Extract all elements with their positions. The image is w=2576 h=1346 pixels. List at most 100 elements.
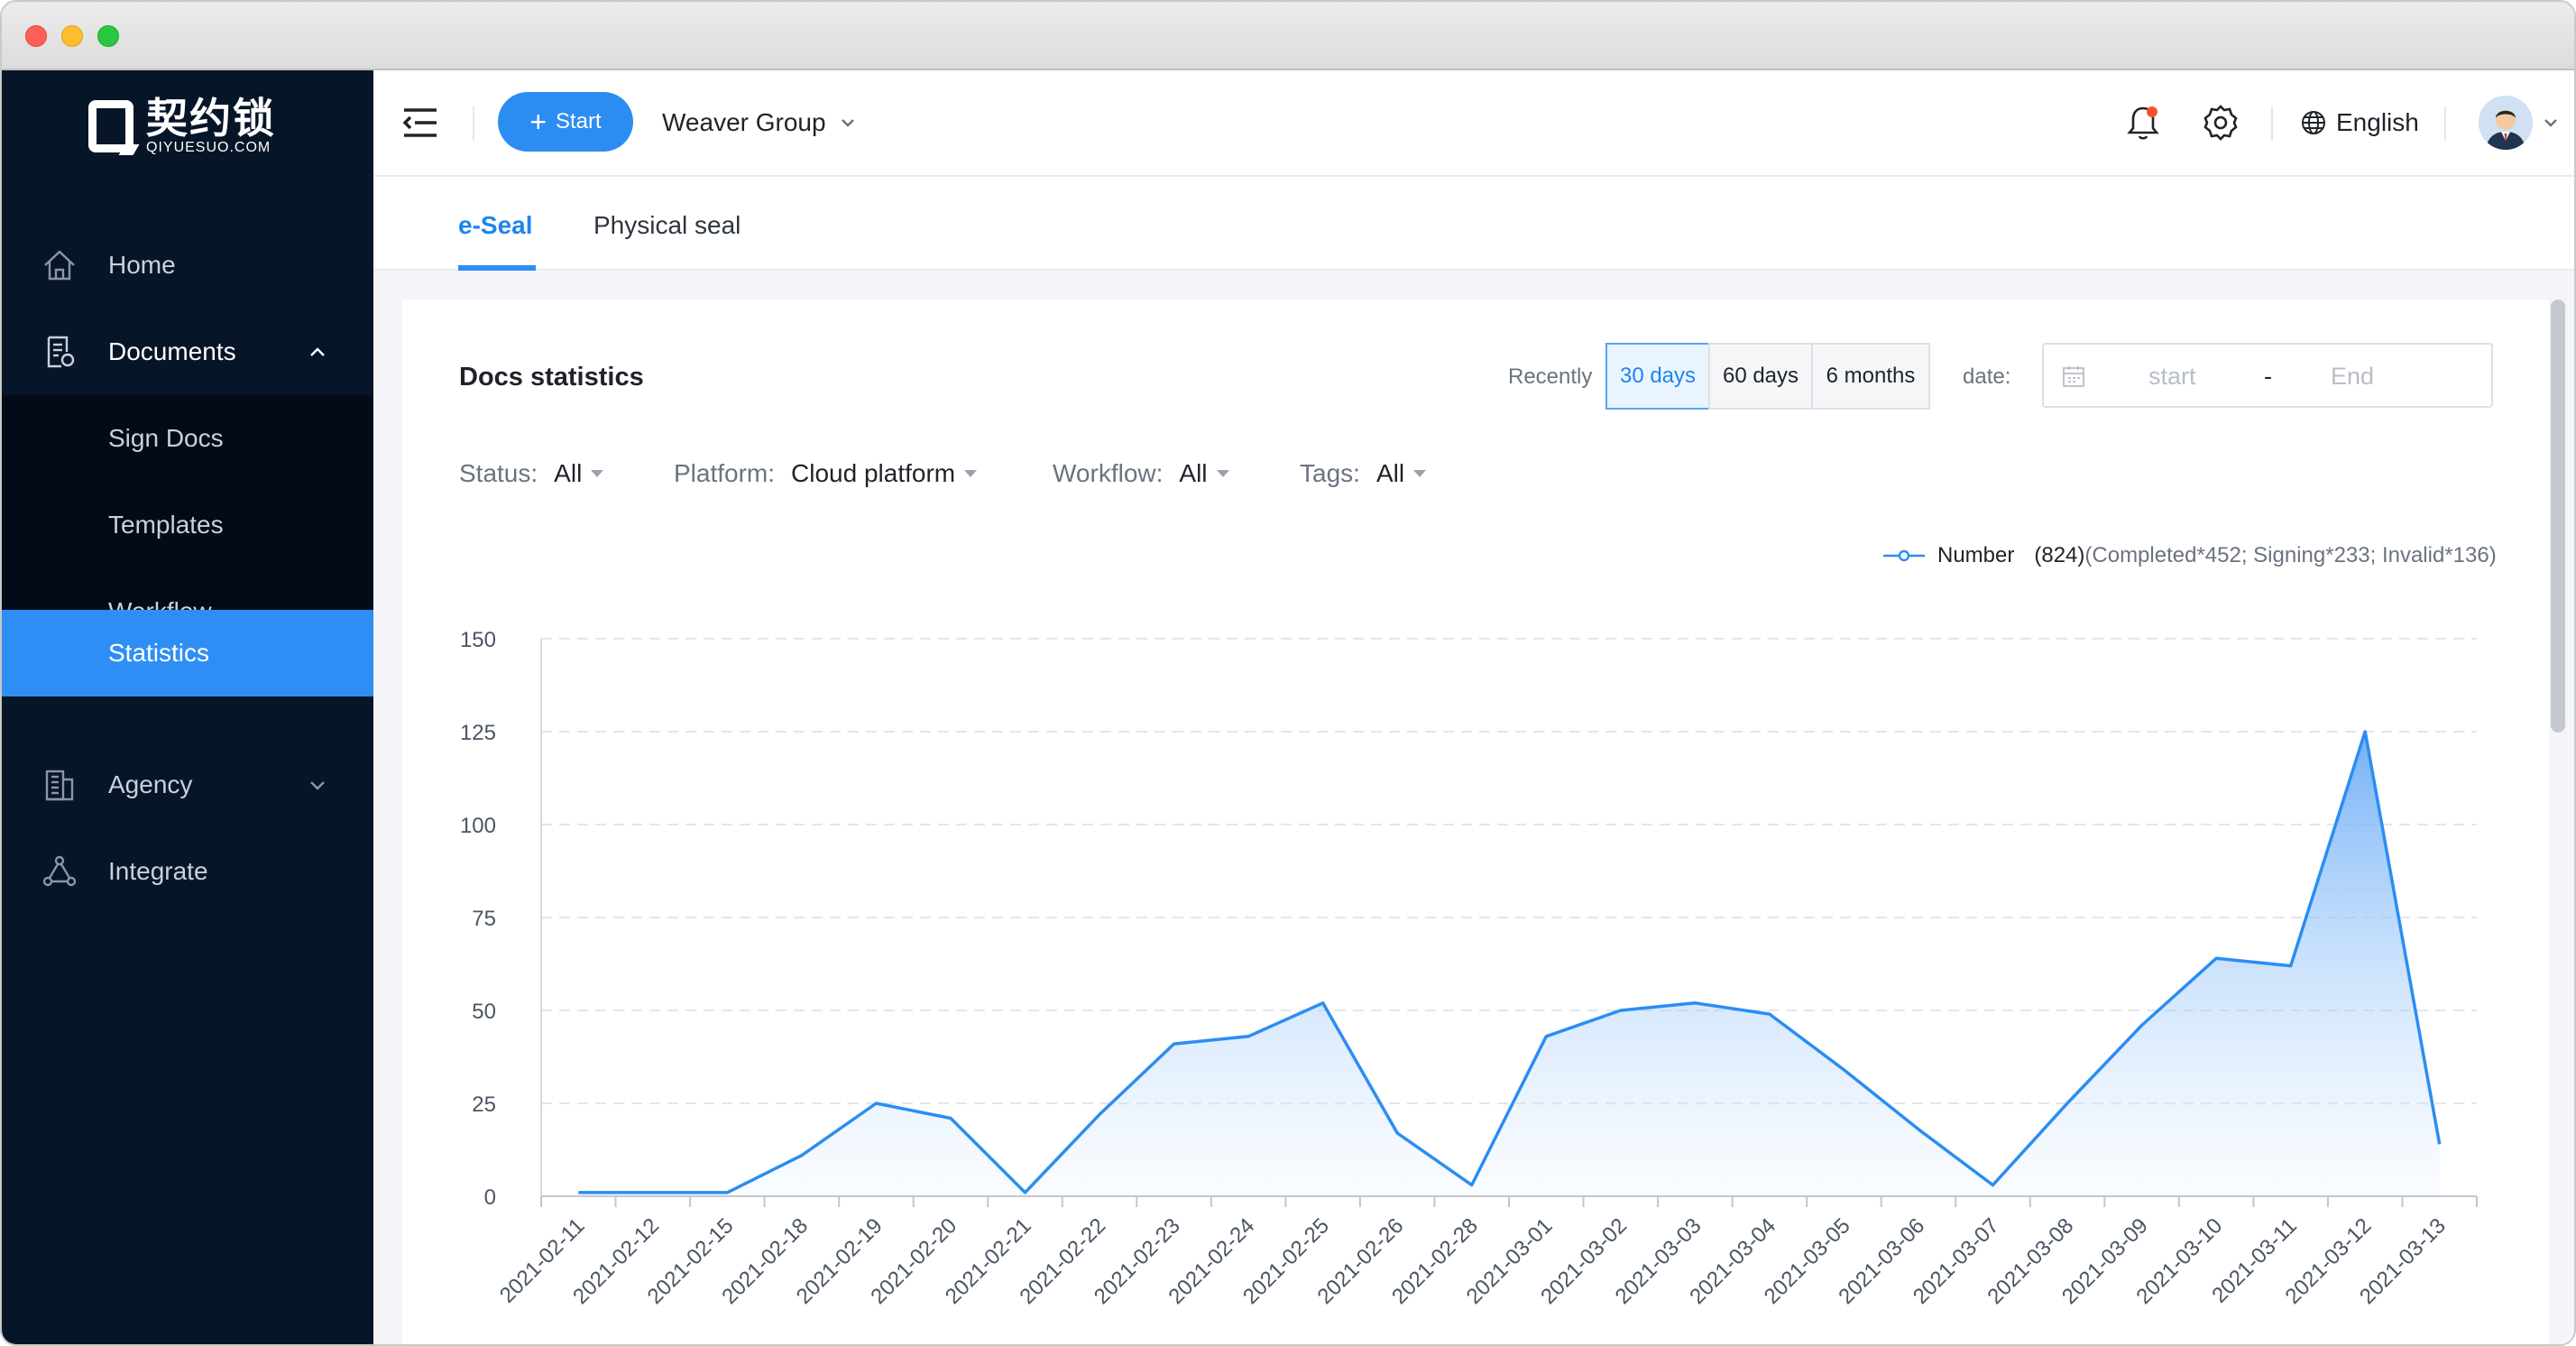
y-tick-label: 125 xyxy=(460,721,496,745)
home-icon xyxy=(44,250,75,281)
card-title: Docs statistics xyxy=(459,363,644,392)
sidebar-item-label: Documents xyxy=(108,337,236,365)
data-point[interactable] xyxy=(1469,1183,1475,1188)
group-select[interactable]: Weaver Group xyxy=(662,103,857,143)
filter-label: Status: xyxy=(459,459,538,487)
y-tick-label: 150 xyxy=(460,628,496,652)
data-point[interactable] xyxy=(1097,1111,1102,1117)
tab-bar: e-Seal Physical seal xyxy=(373,177,2574,271)
globe-icon xyxy=(2302,111,2325,134)
date-end-input[interactable]: End xyxy=(2331,363,2375,390)
data-point[interactable] xyxy=(650,1190,656,1195)
language-select[interactable]: English xyxy=(2300,103,2419,143)
topbar: + Start Weaver Group English xyxy=(373,70,2574,177)
data-point[interactable] xyxy=(724,1190,730,1195)
data-point[interactable] xyxy=(1543,1034,1549,1039)
window-zoom-button[interactable] xyxy=(97,25,119,47)
logo[interactable]: 契约锁 QIYUESUO.COM xyxy=(88,94,276,159)
scrollbar[interactable] xyxy=(2551,300,2565,733)
filter-platform[interactable]: Platform: Cloud platform xyxy=(674,457,978,490)
calendar-icon xyxy=(2063,366,2084,387)
data-point[interactable] xyxy=(2065,1101,2070,1106)
series-area-fill xyxy=(578,732,2440,1196)
filter-value: Cloud platform xyxy=(791,459,956,487)
data-point[interactable] xyxy=(1916,1127,1921,1132)
date-separator: - xyxy=(2264,363,2272,390)
chevron-down-icon[interactable] xyxy=(2542,114,2560,132)
sidebar-item-statistics[interactable]: Statistics xyxy=(2,610,373,696)
language-label: English xyxy=(2336,108,2419,136)
recently-label: Recently xyxy=(1508,364,1593,389)
window-minimize-button[interactable] xyxy=(61,25,83,47)
sidebar-item-agency[interactable]: Agency xyxy=(2,742,373,828)
data-point[interactable] xyxy=(1991,1183,1996,1188)
sidebar: 契约锁 QIYUESUO.COM Home Documents Sign Doc… xyxy=(2,70,373,1344)
logo-mark-icon xyxy=(88,100,133,152)
gear-icon[interactable] xyxy=(2201,103,2240,143)
data-point[interactable] xyxy=(1841,1067,1846,1073)
group-name: Weaver Group xyxy=(662,108,826,136)
chevron-down-icon xyxy=(841,119,854,127)
sidebar-item-templates[interactable]: Templates xyxy=(2,482,373,568)
avatar[interactable] xyxy=(2479,96,2533,150)
data-point[interactable] xyxy=(1618,1008,1624,1013)
filter-value: All xyxy=(554,459,583,487)
range-6-months[interactable]: 6 months xyxy=(1811,343,1930,410)
filter-tags[interactable]: Tags: All xyxy=(1300,457,1427,490)
y-tick-label: 0 xyxy=(484,1185,496,1210)
data-point[interactable] xyxy=(1023,1190,1028,1195)
y-tick-label: 25 xyxy=(472,1092,496,1117)
data-point[interactable] xyxy=(873,1101,879,1106)
range-60-days[interactable]: 60 days xyxy=(1708,343,1813,410)
chart-legend[interactable]: Number (824) (Completed*452; Signing*233… xyxy=(1881,541,2497,570)
y-tick-label: 100 xyxy=(460,814,496,838)
filter-label: Platform: xyxy=(674,459,776,487)
data-point[interactable] xyxy=(2288,963,2294,969)
data-point[interactable] xyxy=(1394,1130,1400,1136)
data-point[interactable] xyxy=(1246,1034,1251,1039)
docs-area-chart: 02550751001251502021-02-112021-02-122021… xyxy=(460,628,2478,1309)
data-point[interactable] xyxy=(1320,1000,1326,1006)
data-point[interactable] xyxy=(799,1153,805,1158)
sidebar-item-documents[interactable]: Documents xyxy=(2,309,373,395)
start-button[interactable]: + Start xyxy=(498,92,633,152)
data-point[interactable] xyxy=(2213,955,2219,961)
logo-cn: 契约锁 xyxy=(146,95,276,142)
caret-down-icon xyxy=(591,470,604,477)
data-point[interactable] xyxy=(2437,1141,2443,1147)
sidebar-item-label: Sign Docs xyxy=(108,424,224,452)
legend-series-name: Number xyxy=(1937,543,2015,567)
window-close-button[interactable] xyxy=(25,25,47,47)
data-point[interactable] xyxy=(1692,1000,1697,1006)
notification-dot xyxy=(2147,106,2157,117)
integrate-icon xyxy=(42,855,77,887)
date-range-picker[interactable]: start - End xyxy=(2042,343,2493,408)
chevron-down-icon xyxy=(310,781,325,790)
menu-fold-icon[interactable] xyxy=(402,106,438,139)
sidebar-item-home[interactable]: Home xyxy=(2,222,373,309)
divider xyxy=(473,106,474,141)
sidebar-item-integrate[interactable]: Integrate xyxy=(2,828,373,915)
caret-down-icon xyxy=(1413,470,1427,477)
data-point[interactable] xyxy=(1172,1041,1177,1046)
legend-total: (824) xyxy=(2034,543,2085,567)
data-point[interactable] xyxy=(575,1190,581,1195)
range-30-days[interactable]: 30 days xyxy=(1605,343,1710,410)
tab-e-seal[interactable]: e-Seal xyxy=(458,211,533,239)
data-point[interactable] xyxy=(1767,1011,1772,1017)
window-titlebar xyxy=(2,2,2574,70)
tab-physical-seal[interactable]: Physical seal xyxy=(593,211,741,239)
sidebar-item-sign-docs[interactable]: Sign Docs xyxy=(2,395,373,482)
filter-workflow[interactable]: Workflow: All xyxy=(1053,457,1229,490)
filter-label: Workflow: xyxy=(1053,459,1164,487)
filter-value: All xyxy=(1179,459,1208,487)
date-start-input[interactable]: start xyxy=(2148,363,2196,390)
legend-detail: (Completed*452; Signing*233; Invalid*136… xyxy=(2084,543,2497,567)
logo-text: 契约锁 QIYUESUO.COM xyxy=(146,97,276,156)
filter-status[interactable]: Status: All xyxy=(459,457,604,490)
data-point[interactable] xyxy=(948,1115,953,1120)
data-point[interactable] xyxy=(2139,1022,2145,1028)
chevron-up-icon xyxy=(310,347,325,356)
data-point[interactable] xyxy=(2362,729,2368,734)
